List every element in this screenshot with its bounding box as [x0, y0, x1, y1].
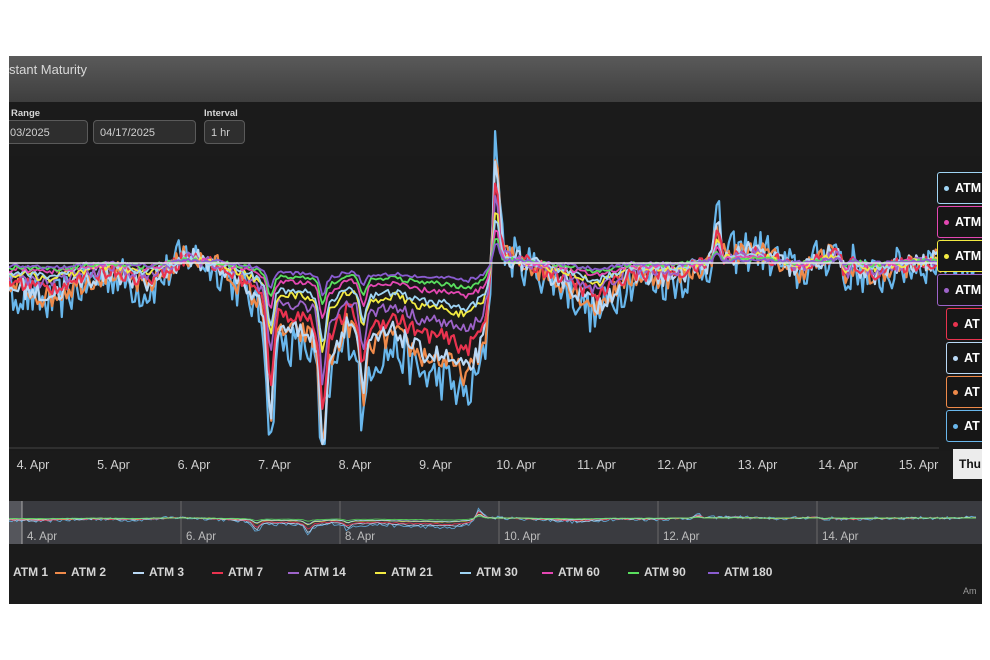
legend-swatch	[460, 571, 471, 574]
series-dot-icon	[953, 424, 958, 430]
series-dot-icon	[944, 220, 949, 226]
series-dot-icon	[953, 390, 958, 396]
x-tick-label: 12. Apr	[657, 458, 697, 472]
series-line-atm-14[interactable]	[9, 194, 982, 386]
interval-select[interactable]: 1 hr	[204, 120, 245, 144]
series-value-tag: AT	[946, 376, 982, 408]
series-value-tag: AT	[946, 410, 982, 442]
legend-item-atm-3[interactable]: ATM 3	[133, 562, 184, 582]
series-value-tag: ATM	[937, 274, 982, 306]
legend-label: ATM 60	[558, 565, 600, 579]
x-tick-label: 7. Apr	[258, 458, 291, 472]
series-tag-label: ATM	[955, 283, 982, 297]
legend: ATM 1 ATM 2 ATM 3 ATM 7 ATM 14 ATM 21 ATM 30 AT…	[9, 562, 982, 582]
legend-item-atm-30[interactable]: ATM 30	[460, 562, 518, 582]
legend-item-atm-21[interactable]: ATM 21	[375, 562, 433, 582]
navigator-tick-label: 4. Apr	[27, 531, 57, 543]
legend-label: ATM 7	[228, 565, 264, 579]
x-tick-label: 9. Apr	[419, 458, 452, 472]
navigator-tick-label: 10. Apr	[504, 531, 541, 543]
legend-label: ATM 2	[71, 565, 107, 579]
range-label: Range	[11, 108, 41, 119]
series-dot-icon	[953, 356, 958, 362]
x-tick-label: 6. Apr	[178, 458, 211, 472]
series-dot-icon	[953, 322, 958, 328]
legend-item-atm-2[interactable]: ATM 2	[55, 562, 106, 582]
legend-swatch	[288, 571, 299, 574]
navigator-background	[9, 501, 982, 544]
legend-swatch	[708, 571, 719, 574]
series-line-atm-30[interactable]	[9, 219, 982, 343]
navigator-tick-label: 8. Apr	[345, 531, 375, 543]
navigator-left-mask	[9, 501, 22, 544]
chart-canvas[interactable]: 4. Apr 5. Apr 6. Apr 7. Apr 8. Apr 9. Apr 10. …	[9, 56, 982, 604]
series-value-tag: ATM	[937, 206, 982, 238]
series-dot-icon	[944, 254, 949, 260]
legend-label: ATM 180	[724, 565, 773, 579]
x-tick-label: 8. Apr	[339, 458, 372, 472]
x-tick-label: 10. Apr	[496, 458, 536, 472]
navigator-series-line	[9, 515, 977, 522]
legend-label: ATM 14	[304, 565, 346, 579]
x-tick-label: 5. Apr	[97, 458, 130, 472]
range-start-input[interactable]: 03/2025	[9, 120, 88, 144]
legend-label: ATM 21	[391, 565, 433, 579]
series-tag-label: AT	[964, 419, 980, 433]
x-tick-label: 14. Apr	[818, 458, 858, 472]
series-value-tag: ATM	[937, 240, 982, 272]
navigator-tick-label: 12. Apr	[663, 531, 700, 543]
series-dot-icon	[944, 186, 949, 192]
series-line-atm-180[interactable]	[9, 242, 982, 297]
legend-item-atm-1[interactable]: ATM 1	[9, 562, 48, 582]
x-tick-label: 11. Apr	[577, 458, 616, 472]
series-tag-label: AT	[964, 385, 980, 399]
series-dot-icon	[944, 288, 949, 294]
legend-label: ATM 1	[13, 565, 49, 579]
series-tag-label: ATM	[955, 249, 982, 263]
legend-label: ATM 3	[149, 565, 185, 579]
series-value-tag: AT	[946, 342, 982, 374]
legend-swatch	[55, 571, 66, 574]
legend-item-atm-60[interactable]: ATM 60	[542, 562, 600, 582]
chart-app: stant Maturity Range 03/2025 04/17/2025 …	[9, 56, 982, 604]
legend-item-atm-180[interactable]: ATM 180	[708, 562, 772, 582]
plot-area[interactable]	[9, 156, 982, 451]
range-end-input[interactable]: 04/17/2025	[93, 120, 196, 144]
legend-label: ATM 90	[644, 565, 686, 579]
legend-item-atm-90[interactable]: ATM 90	[628, 562, 686, 582]
series-tag-label: AT	[964, 351, 980, 365]
chart-title: stant Maturity	[9, 62, 88, 77]
x-tick-label: 15. Apr	[899, 458, 939, 472]
hover-day-label: Thu	[953, 449, 982, 479]
legend-item-atm-14[interactable]: ATM 14	[288, 562, 346, 582]
legend-swatch	[628, 571, 639, 574]
legend-swatch	[542, 571, 553, 574]
legend-swatch	[212, 571, 223, 574]
legend-swatch	[133, 571, 144, 574]
x-tick-label: 4. Apr	[17, 458, 50, 472]
legend-label: ATM 30	[476, 565, 518, 579]
legend-swatch	[375, 571, 386, 574]
series-value-tag: AT	[946, 308, 982, 340]
x-tick-label: 13. Apr	[738, 458, 778, 472]
legend-item-atm-7[interactable]: ATM 7	[212, 562, 263, 582]
interval-label: Interval	[204, 108, 238, 119]
title-bar: stant Maturity	[9, 56, 982, 102]
series-tag-label: ATM	[955, 181, 982, 195]
navigator-tick-label: 14. Apr	[822, 531, 859, 543]
series-tag-label: ATM	[955, 215, 982, 229]
navigator-tick-label: 6. Apr	[186, 531, 216, 543]
credits: Am	[963, 586, 977, 596]
series-value-tag: ATM	[937, 172, 982, 204]
series-tag-label: AT	[964, 317, 980, 331]
